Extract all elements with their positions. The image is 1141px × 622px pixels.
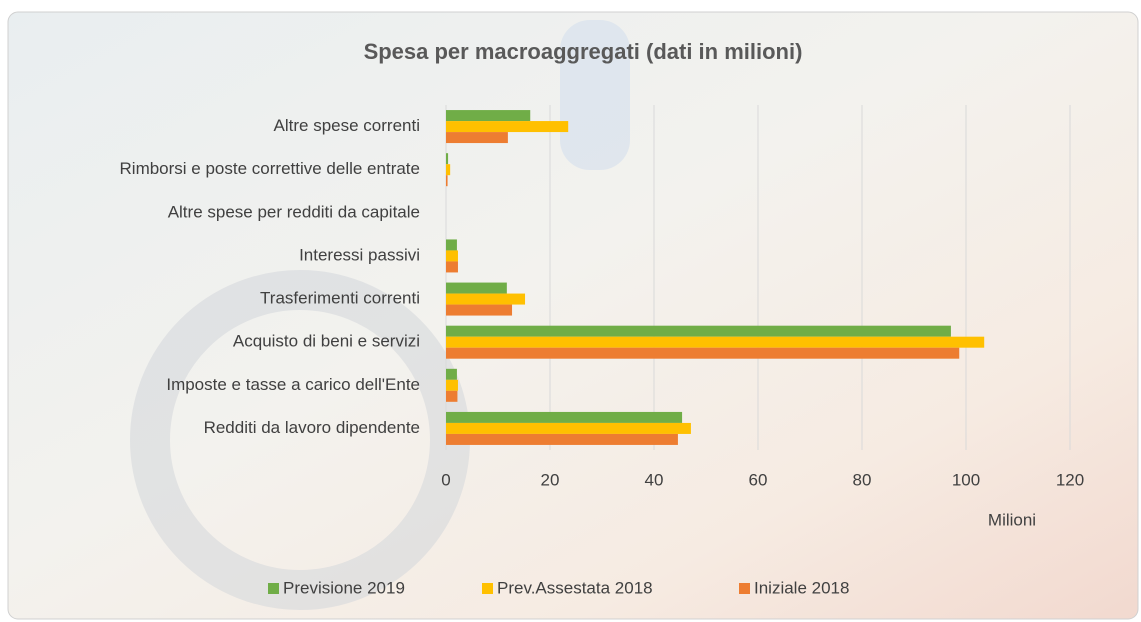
bar <box>446 175 448 187</box>
bar <box>446 390 458 402</box>
bar <box>446 368 457 380</box>
bar <box>446 239 457 251</box>
y-tick-label: Redditi da lavoro dipendente <box>204 418 420 437</box>
y-tick-label: Trasferimenti correnti <box>260 289 420 308</box>
y-tick-label: Acquisto di beni e servizi <box>233 332 420 351</box>
bar <box>446 121 569 133</box>
bar <box>446 433 678 445</box>
bar <box>446 422 691 434</box>
y-tick-label: Altre spese per redditi da capitale <box>168 202 420 221</box>
bar <box>446 293 526 305</box>
bar <box>446 336 985 348</box>
legend-label: Iniziale 2018 <box>754 578 849 597</box>
x-tick-label: 0 <box>441 470 450 489</box>
legend-swatch <box>739 583 750 594</box>
legend-label: Prev.Assestata 2018 <box>497 578 653 597</box>
legend-swatch <box>268 583 279 594</box>
x-tick-label: 80 <box>853 470 872 489</box>
x-tick-label: 100 <box>952 470 980 489</box>
x-tick-label: 20 <box>541 470 560 489</box>
chart-card <box>7 11 1139 620</box>
bar <box>446 379 458 391</box>
bar <box>446 325 951 337</box>
x-tick-label: 60 <box>749 470 768 489</box>
legend-swatch <box>482 583 493 594</box>
y-tick-label: Altre spese correnti <box>274 116 420 135</box>
bar <box>446 250 458 262</box>
x-tick-label: 40 <box>645 470 664 489</box>
bar <box>446 110 531 122</box>
x-axis-title: Milioni <box>988 510 1036 529</box>
bar <box>446 132 508 144</box>
y-tick-label: Rimborsi e poste correttive delle entrat… <box>120 159 420 178</box>
bar <box>446 347 960 359</box>
background-decor <box>560 20 630 170</box>
bar <box>446 411 683 423</box>
bar <box>446 153 449 165</box>
bar <box>446 164 451 176</box>
bar <box>446 282 507 294</box>
bar <box>446 261 458 273</box>
chart-title: Spesa per macroaggregati (dati in milion… <box>364 39 803 64</box>
legend-label: Previsione 2019 <box>283 578 405 597</box>
x-tick-label: 120 <box>1056 470 1084 489</box>
bar <box>446 304 513 316</box>
y-tick-label: Interessi passivi <box>299 245 420 264</box>
y-tick-label: Imposte e tasse a carico dell'Ente <box>166 375 420 394</box>
